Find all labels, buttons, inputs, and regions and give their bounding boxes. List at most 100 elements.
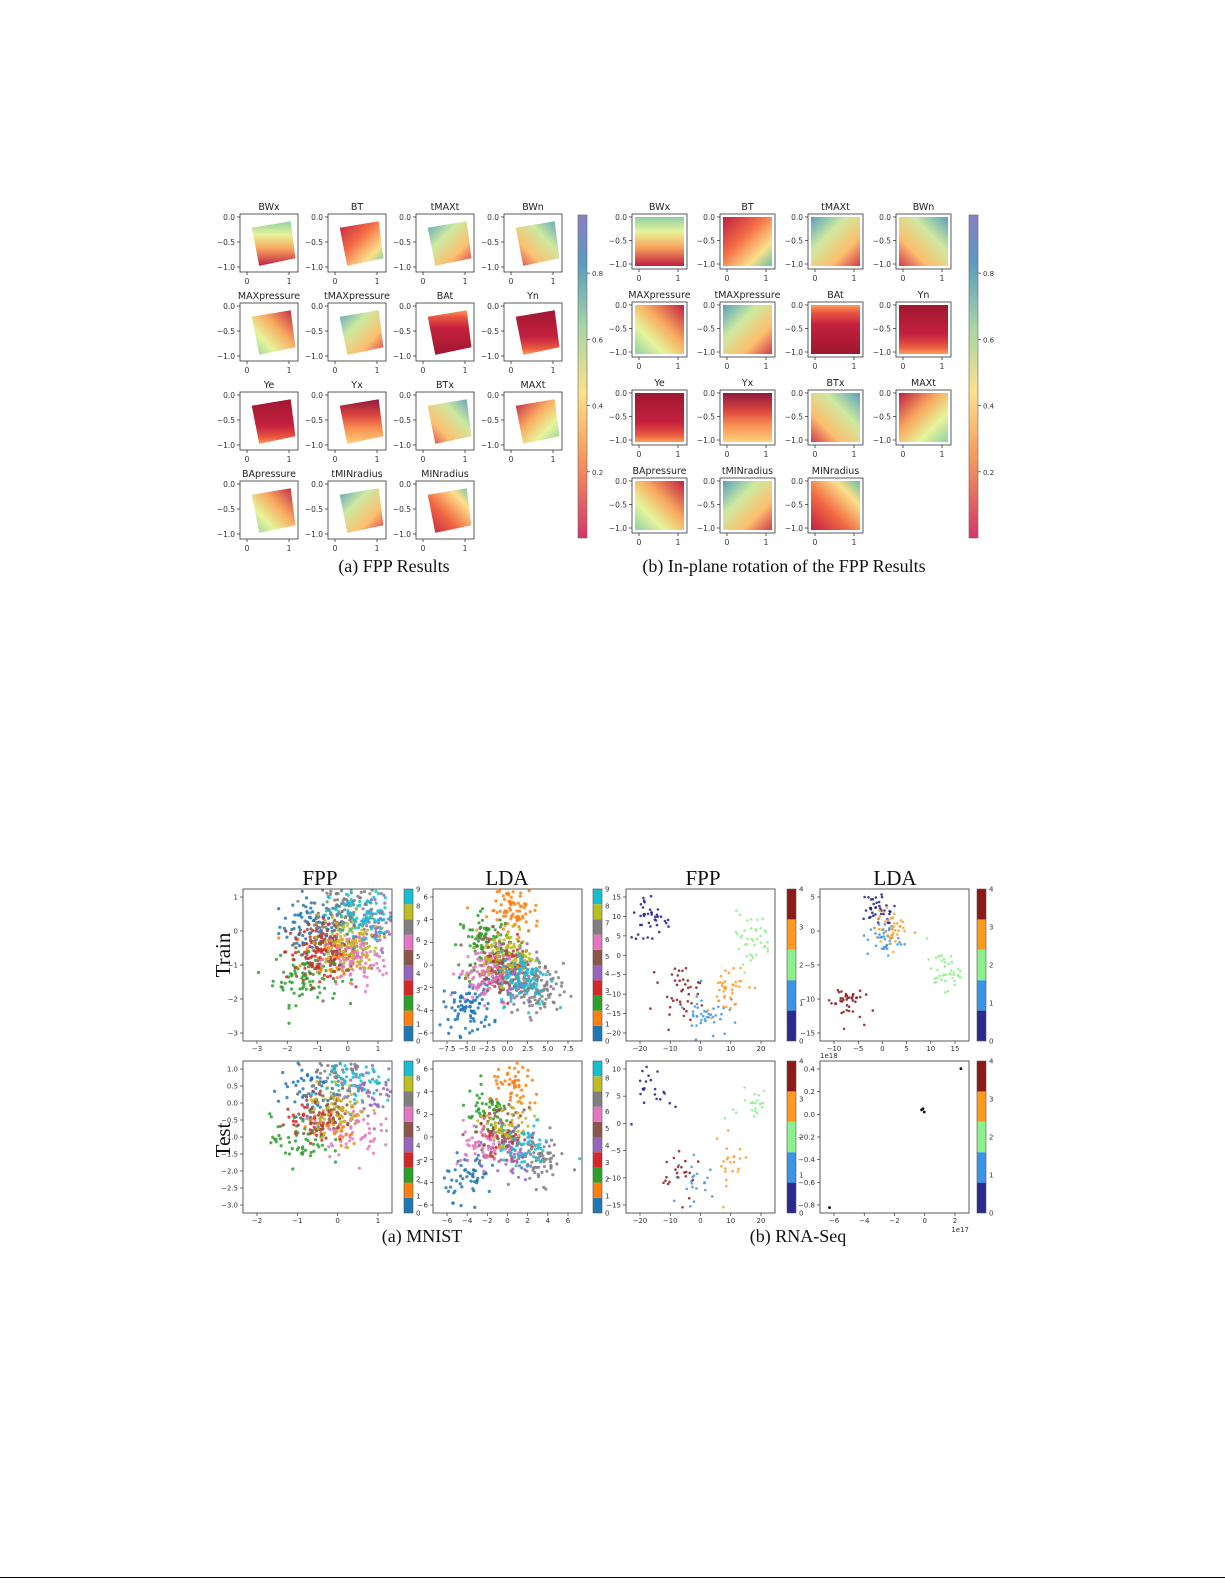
scatter-point-class-8 — [509, 946, 513, 950]
scatter-point-class-2 — [307, 950, 311, 954]
x-tick-label: 1 — [852, 362, 857, 371]
x-tick-label: 1 — [463, 277, 468, 286]
scatter-point-class-7 — [549, 1160, 553, 1164]
scatter-point-class-3 — [725, 1184, 728, 1188]
scatter-point-class-1 — [497, 1067, 501, 1071]
scatter-point-class-4 — [844, 992, 848, 996]
scatter-point-class-0 — [301, 1087, 305, 1091]
scatter-point-class-2 — [505, 1119, 509, 1123]
scatter-point-class-6 — [512, 1125, 516, 1129]
scatter-point-class-9 — [532, 1124, 536, 1128]
scatter-point-class-4 — [517, 1164, 522, 1168]
scatter-point-class-6 — [332, 1128, 336, 1132]
scatter-point-class-4 — [858, 995, 862, 999]
scatter-point-class-3 — [723, 994, 726, 998]
scatter-point-class-3 — [328, 974, 332, 978]
scatter-point-class-1 — [866, 938, 870, 942]
scatter-point-class-8 — [326, 1112, 330, 1116]
scatter-point-class-0 — [455, 1179, 459, 1183]
scatter-point-class-3 — [895, 922, 899, 925]
scatter-point-class-1 — [492, 908, 496, 913]
scatter-point-class-9 — [534, 985, 538, 990]
scatter-point-class-7 — [545, 987, 549, 991]
scatter-point-class-0 — [656, 1070, 659, 1073]
scatter-point-class-9 — [356, 926, 361, 930]
scatter-point-class-7 — [572, 1168, 577, 1172]
panel-frame — [415, 302, 475, 362]
scatter-point-class-1 — [709, 1168, 712, 1171]
scatter-point-class-5 — [501, 942, 506, 946]
y-tick-label: −0.5 — [393, 327, 411, 336]
scatter-point-class-2 — [751, 939, 755, 943]
scatter-point-class-4 — [372, 1127, 376, 1131]
colorbar-segment-2 — [787, 949, 796, 981]
scatter-point-class-6 — [471, 977, 475, 981]
scatter-point-class-4 — [675, 1171, 679, 1175]
scatter-point-class-4 — [506, 988, 510, 993]
scatter-point-class-8 — [349, 943, 353, 948]
panel-title: Yx — [741, 378, 754, 389]
y-tick-label: 2 — [424, 1111, 428, 1119]
scatter-point-class-2 — [493, 928, 497, 932]
scatter-point-class-7 — [324, 925, 328, 930]
scatter-point-class-3 — [894, 940, 897, 943]
scatter-point-class-1 — [685, 1187, 689, 1191]
colorbar-tick-label: 7 — [605, 919, 609, 927]
scatter-point-class-8 — [528, 952, 532, 956]
scatter-point-class-0 — [458, 1034, 462, 1038]
scatter-point-class-7 — [548, 1126, 552, 1130]
panel-frame — [807, 389, 864, 446]
scatter-point-class-4 — [382, 893, 386, 897]
panel-title: BTx — [827, 378, 845, 389]
y-tick-label: 0.0 — [487, 302, 499, 311]
scatter-point-class-8 — [493, 1126, 498, 1130]
scatter-point-class-7 — [312, 923, 316, 927]
scatter-point-class-8 — [498, 958, 502, 962]
heatmap-panel-bt: BT0.0−0.5−1.00 1 — [697, 202, 776, 283]
x-tick-label: 1 — [676, 538, 681, 547]
scatter-point-class-0 — [285, 935, 289, 939]
scatter-point-class-1 — [883, 923, 887, 926]
scatter-point-class-3 — [894, 929, 897, 932]
scatter-point-class-4 — [376, 921, 381, 925]
scatter-point-class-6 — [338, 959, 343, 963]
scatter-point-class-0 — [645, 1065, 648, 1069]
scatter-point-class-7 — [558, 993, 562, 997]
scatter-point-class-9 — [372, 1091, 376, 1095]
scatter-point-class-1 — [519, 1096, 523, 1100]
y-tick-label: −1.5 — [221, 1151, 238, 1159]
scatter-point-class-7 — [336, 1079, 340, 1083]
colorbar-fpp-results: 0.80.60.40.2 — [577, 214, 604, 539]
colorbar-segment-7 — [593, 1091, 602, 1107]
scatter-point-class-9 — [501, 964, 505, 968]
scatter-point-class-4 — [382, 1087, 386, 1091]
scatter-point-class-1 — [511, 901, 516, 905]
scatter-point-class-4 — [519, 1147, 523, 1151]
scatter-point-class-7 — [560, 1152, 564, 1156]
scatter-point-class-1 — [508, 908, 513, 912]
scatter-point-class-9 — [538, 993, 542, 997]
scatter-point-class-4 — [388, 1090, 392, 1094]
y-tick-label: 0.0 — [615, 301, 627, 310]
scatter-point-class-8 — [326, 956, 331, 960]
scatter-point-class-2 — [759, 926, 762, 930]
scatter-point-class-7 — [534, 1001, 539, 1005]
scatter-point-class-0 — [324, 1079, 328, 1084]
scatter-point-class-2 — [761, 1101, 765, 1105]
scatter-point-class-6 — [502, 1001, 506, 1005]
scatter-point-class-2 — [933, 977, 936, 980]
scatter-point-class-9 — [558, 1006, 563, 1010]
scatter-point-class-6 — [476, 951, 480, 955]
y-tick-label: 0.0 — [311, 391, 323, 400]
y-tick-label: −0.5 — [481, 238, 499, 247]
scatter-point-class-7 — [547, 995, 551, 999]
scatter-point-class-3 — [505, 1158, 509, 1162]
scatter-point-class-0 — [656, 915, 659, 919]
x-tick-label: −6 — [442, 1217, 453, 1225]
scatter-point-class-6 — [328, 1155, 332, 1159]
scatter-point-class-6 — [377, 955, 382, 959]
panel-title: MINradius — [812, 466, 860, 477]
scatter-point-class-9 — [512, 1147, 516, 1152]
scatter-point-class-0 — [320, 1084, 324, 1088]
